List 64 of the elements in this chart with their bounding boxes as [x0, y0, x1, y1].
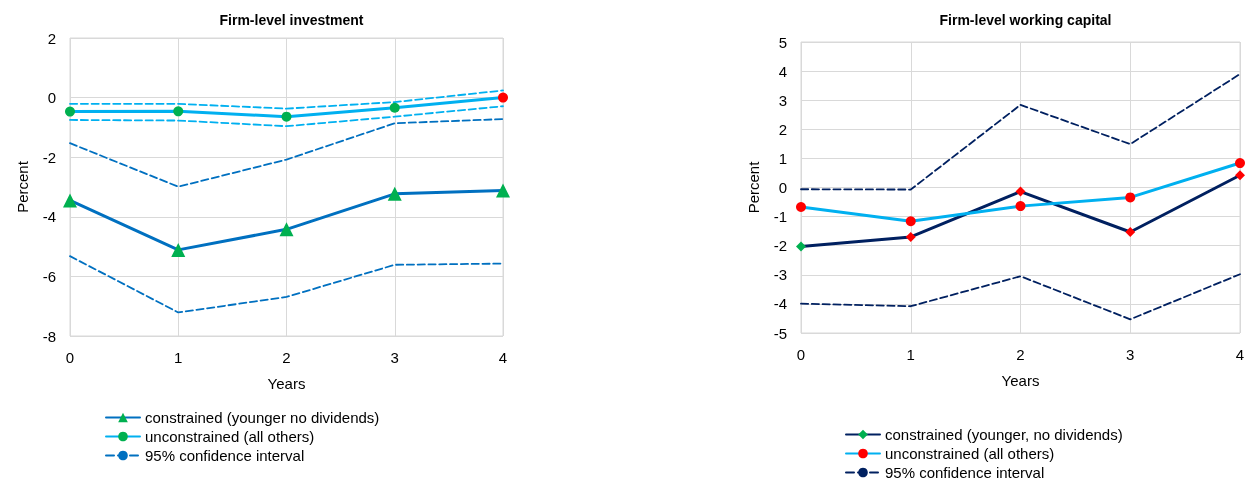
y-tick-label: 3	[778, 91, 787, 109]
point	[1015, 201, 1026, 212]
point	[279, 222, 294, 237]
point	[171, 242, 186, 257]
legend-label: unconstrained (all others)	[885, 445, 1055, 462]
x-tick-label: 0	[796, 346, 806, 363]
point	[1235, 170, 1245, 181]
x-tick-label: 2	[282, 349, 291, 366]
y-tick-label: 5	[778, 33, 787, 51]
y-tick-label: 2	[47, 29, 56, 47]
x-axis-title: Years	[1001, 372, 1040, 389]
y-tick-label: 1	[778, 149, 787, 167]
x-tick-label: 2	[1016, 346, 1025, 363]
line-series	[69, 255, 504, 314]
point	[387, 186, 402, 201]
point	[796, 202, 806, 212]
y-axis-title: Percent	[14, 160, 31, 213]
y-tick-label: -6	[42, 267, 56, 285]
y-tick-label: -4	[773, 295, 787, 313]
point	[496, 183, 510, 198]
y-tick-label: -3	[773, 266, 787, 284]
y-tick-label: -1	[773, 208, 787, 226]
point	[1235, 158, 1245, 169]
chart-title: Firm-level investment	[219, 12, 364, 28]
point	[905, 216, 916, 227]
x-tick-label: 4	[1235, 346, 1245, 363]
legend-label: constrained (younger, no dividends)	[885, 426, 1123, 443]
y-tick-label: -2	[42, 148, 56, 166]
x-tick-label: 1	[174, 349, 183, 366]
x-tick-label: 3	[1126, 346, 1135, 363]
x-tick-label: 0	[65, 349, 75, 366]
point	[63, 193, 77, 208]
legend-label: unconstrained (all others)	[145, 428, 315, 445]
point	[173, 106, 184, 117]
line-series	[800, 273, 1241, 321]
chart-title: Firm-level working capital	[939, 12, 1112, 28]
y-tick-label: -5	[773, 324, 787, 342]
point	[65, 106, 75, 117]
point	[1125, 192, 1136, 203]
point	[905, 231, 916, 242]
y-tick-label: -2	[773, 237, 787, 255]
point	[281, 111, 292, 122]
y-axis-title: Percent	[745, 160, 762, 214]
y-tick-label: -4	[42, 208, 56, 226]
y-tick-label: 4	[778, 62, 787, 80]
y-tick-label: 0	[47, 89, 56, 107]
point	[1015, 186, 1026, 197]
line-series	[69, 105, 504, 128]
point	[796, 241, 806, 252]
point	[389, 102, 400, 113]
legend-label: 95% confidence interval	[145, 447, 305, 464]
x-tick-label: 4	[498, 349, 508, 366]
x-tick-label: 1	[906, 346, 915, 363]
legend-label: constrained (younger no dividends)	[145, 409, 380, 426]
x-tick-label: 3	[390, 349, 399, 366]
point	[1125, 227, 1136, 238]
y-tick-label: -8	[42, 327, 56, 345]
x-axis-title: Years	[267, 375, 306, 392]
point	[498, 92, 508, 103]
line-series	[800, 73, 1241, 191]
y-tick-label: 2	[778, 120, 787, 138]
legend-label: 95% confidence interval	[885, 464, 1045, 481]
y-tick-label: 0	[778, 179, 787, 196]
line-series	[69, 118, 504, 188]
